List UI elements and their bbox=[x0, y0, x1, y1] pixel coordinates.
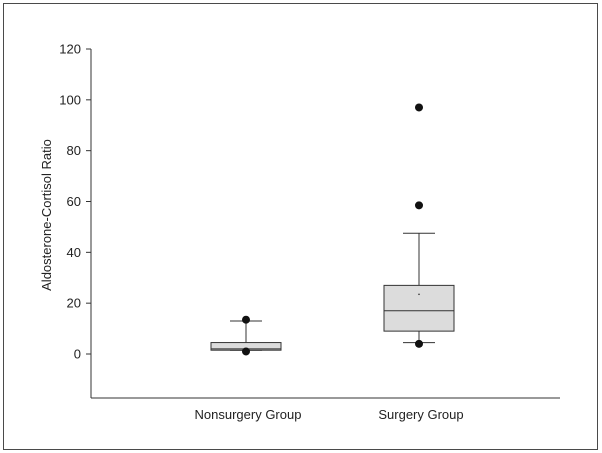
category-labels: Nonsurgery Group Surgery Group bbox=[195, 407, 464, 422]
y-tick-label: 20 bbox=[67, 296, 81, 311]
outlier-point bbox=[415, 339, 423, 348]
y-tick-label: 100 bbox=[59, 92, 81, 107]
outlier-point bbox=[242, 315, 250, 324]
y-tick-label: 60 bbox=[67, 194, 81, 209]
x-category-label: Nonsurgery Group bbox=[195, 407, 302, 422]
y-tick-label: 120 bbox=[59, 42, 81, 57]
y-axis-ticks: 0 20 40 60 80 100 120 bbox=[59, 42, 91, 362]
box-group bbox=[210, 315, 282, 356]
mean-marker bbox=[418, 293, 420, 296]
y-tick-label: 80 bbox=[67, 143, 81, 158]
chart-frame bbox=[3, 3, 598, 450]
axes bbox=[90, 49, 560, 399]
outlier-point bbox=[415, 201, 423, 210]
outlier-point bbox=[242, 347, 250, 356]
iqr-box bbox=[383, 284, 455, 332]
x-category-label: Surgery Group bbox=[378, 407, 463, 422]
y-axis-label: Aldosterone-Cortisol Ratio bbox=[39, 139, 54, 291]
box-group bbox=[383, 103, 455, 348]
y-tick-label: 40 bbox=[67, 245, 81, 260]
outlier-point bbox=[415, 103, 423, 112]
y-tick-label: 0 bbox=[74, 347, 81, 362]
box-plots bbox=[210, 103, 455, 356]
